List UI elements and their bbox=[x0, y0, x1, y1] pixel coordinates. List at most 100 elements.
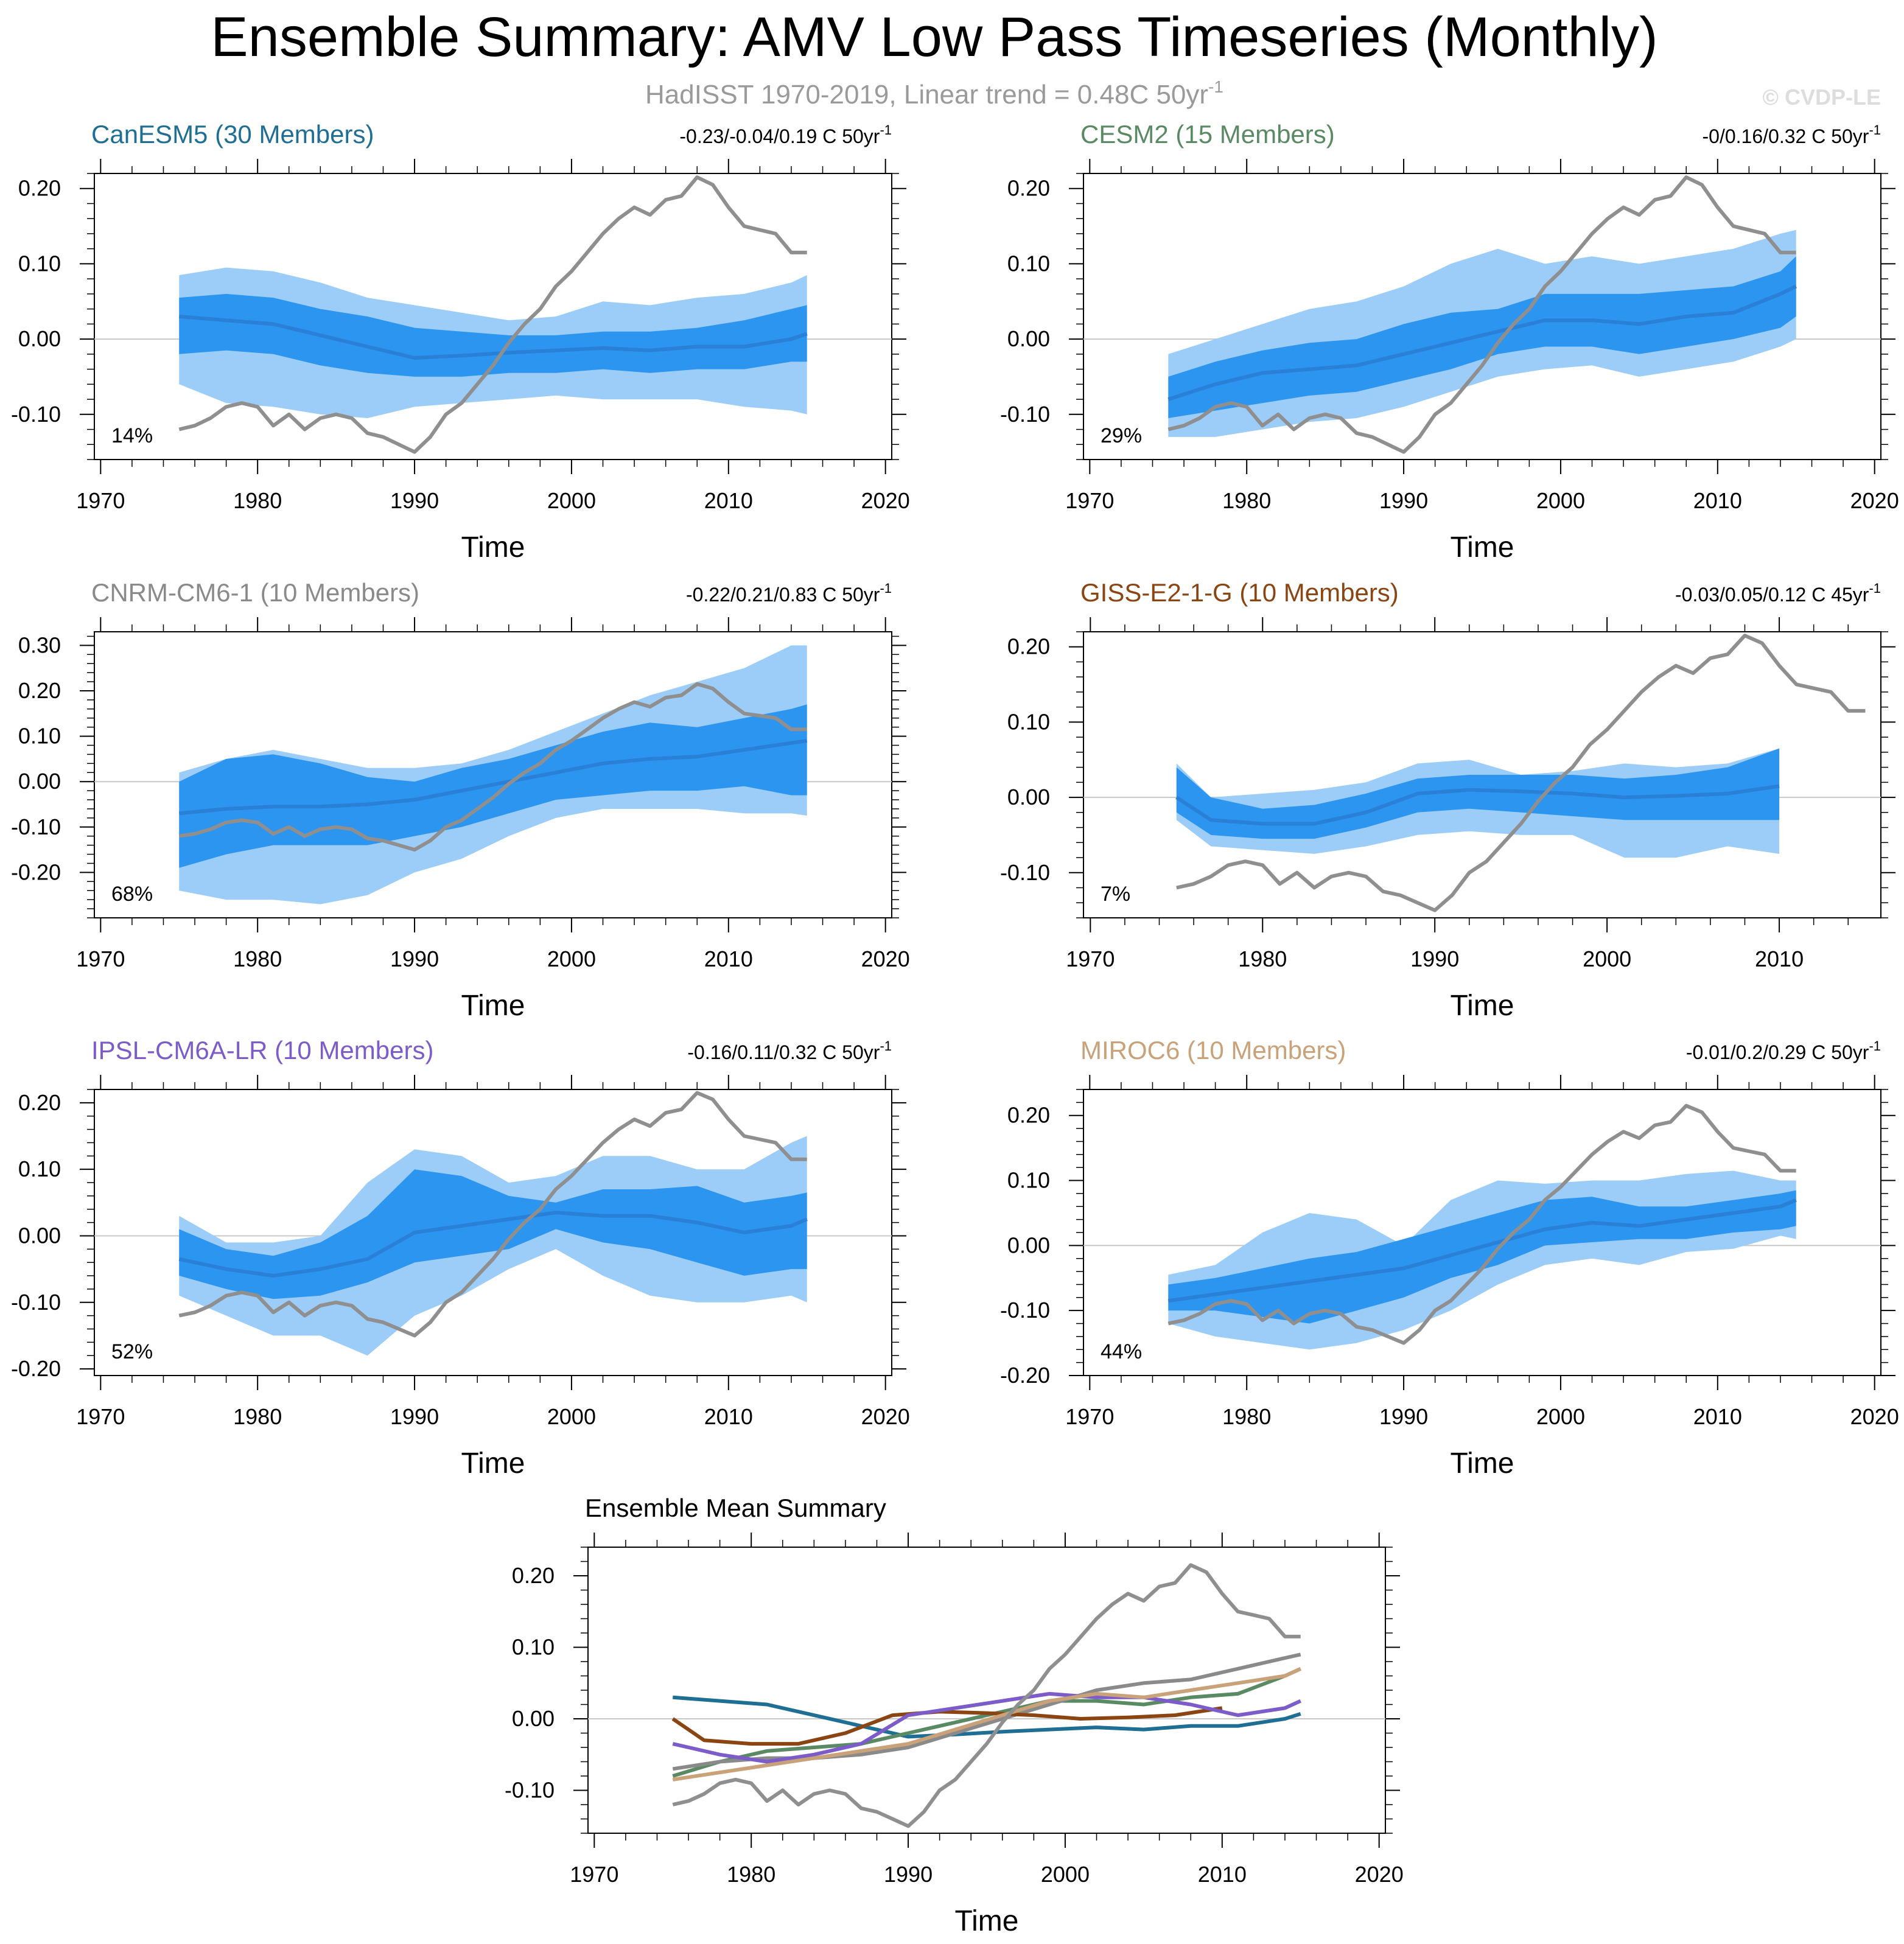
trend-annotation: -0.01/0.2/0.29 C 50yr-1 bbox=[1686, 1038, 1881, 1063]
x-tick-label: 1990 bbox=[1379, 1404, 1428, 1429]
trend-annotation: -0.23/-0.04/0.19 C 50yr-1 bbox=[679, 122, 892, 147]
y-tick-label: 0.00 bbox=[1007, 785, 1050, 809]
y-tick-label: 0.10 bbox=[18, 724, 61, 749]
ensemble-mean-line bbox=[179, 739, 808, 816]
x-tick-label: 2020 bbox=[861, 1404, 910, 1429]
observations-line bbox=[1167, 1103, 1796, 1345]
trend-annotation: -0.16/0.11/0.32 C 50yr-1 bbox=[687, 1038, 892, 1063]
x-tick-label: 1970 bbox=[76, 1404, 125, 1429]
x-tick-label: 1980 bbox=[233, 1404, 282, 1429]
x-tick-label: 1980 bbox=[1222, 1404, 1271, 1429]
inner-spread-band bbox=[1176, 748, 1780, 839]
x-tick-label: 1970 bbox=[570, 1862, 618, 1887]
y-tick-label: -0.10 bbox=[11, 1290, 61, 1315]
x-tick-label: 2000 bbox=[547, 1404, 596, 1429]
panel-title: CESM2 (15 Members) bbox=[1080, 120, 1335, 149]
y-tick-label: -0.10 bbox=[1000, 1298, 1050, 1323]
panel-title: MIROC6 (10 Members) bbox=[1080, 1036, 1346, 1065]
x-tick-label: 1990 bbox=[884, 1862, 933, 1887]
x-tick-label: 1970 bbox=[1065, 488, 1114, 513]
x-axis-label: Time bbox=[461, 531, 525, 564]
panel-cnrm-cm6-1: 1970 1980 1990 2000 2010 2020 -0.20 -0.10 0.00 0.… bbox=[11, 578, 910, 1022]
trend-text: -0.01/0.2/0.29 C 50yr bbox=[1686, 1041, 1869, 1063]
x-tick-label: 1980 bbox=[727, 1862, 775, 1887]
y-tick-label: -0.20 bbox=[11, 859, 61, 884]
figure-subtitle: HadISST 1970-2019, Linear trend = 0.48C … bbox=[645, 77, 1223, 110]
observations-line bbox=[178, 175, 807, 454]
y-tick-label: 0.30 bbox=[18, 632, 61, 657]
y-tick-label: 0.20 bbox=[1007, 634, 1050, 659]
inner-spread-band bbox=[1168, 256, 1796, 418]
x-tick-label: 2020 bbox=[861, 488, 910, 513]
ensemble-mean-line bbox=[1175, 784, 1780, 826]
x-tick-label: 2000 bbox=[547, 946, 596, 971]
x-axis-label: Time bbox=[461, 990, 525, 1022]
y-tick-label: 0.00 bbox=[1007, 1232, 1050, 1257]
x-tick-label: 2020 bbox=[1850, 1404, 1899, 1429]
x-axis-label: Time bbox=[1451, 531, 1514, 564]
y-tick-label: -0.10 bbox=[505, 1778, 555, 1803]
panel-miroc6: 1970 1980 1990 2000 2010 2020 -0.20 -0.10 0.00 0.… bbox=[1000, 1036, 1899, 1480]
panel-cesm2: 1970 1980 1990 2000 2010 2020 -0.10 0.00 0.10 0.2… bbox=[1000, 120, 1899, 564]
inner-spread-band bbox=[179, 293, 807, 377]
x-tick-label: 2020 bbox=[861, 946, 910, 971]
percent-label: 68% bbox=[111, 883, 153, 906]
plot-frame bbox=[94, 631, 892, 918]
x-tick-label: 1970 bbox=[1065, 1404, 1114, 1429]
inner-spread-band bbox=[1168, 1190, 1796, 1324]
panel-title: Ensemble Mean Summary bbox=[585, 1494, 886, 1522]
trend-text: -0.03/0.05/0.12 C 45yr bbox=[1675, 584, 1869, 606]
percent-label: 44% bbox=[1101, 1340, 1142, 1363]
y-tick-label: 0.00 bbox=[18, 326, 61, 351]
x-tick-label: 1970 bbox=[76, 488, 125, 513]
x-tick-label: 2010 bbox=[1198, 1862, 1247, 1887]
y-tick-label: 0.00 bbox=[512, 1706, 555, 1731]
trend-superscript: -1 bbox=[1869, 1038, 1881, 1054]
y-tick-label: -0.10 bbox=[1000, 402, 1050, 427]
y-tick-label: 0.10 bbox=[1007, 1168, 1050, 1193]
x-tick-label: 1990 bbox=[1410, 946, 1459, 971]
panel-ensemble-mean-summary: 1970 1980 1990 2000 2010 2020 -0.10 0.00 0.10 0.2… bbox=[505, 1494, 1404, 1937]
observations-line bbox=[672, 1563, 1301, 1828]
ensemble-mean-line bbox=[1167, 1198, 1797, 1303]
plot-frame bbox=[94, 173, 892, 460]
y-tick-label: 0.10 bbox=[1007, 251, 1050, 276]
observations-line bbox=[178, 1091, 807, 1338]
series-line-ipsl-cm6a-lr bbox=[672, 1691, 1301, 1764]
trend-superscript: -1 bbox=[880, 581, 892, 596]
observations-line bbox=[1176, 634, 1866, 912]
y-tick-label: -0.10 bbox=[1000, 860, 1050, 885]
y-tick-label: -0.10 bbox=[11, 402, 61, 427]
trend-annotation: -0/0.16/0.32 C 50yr-1 bbox=[1703, 122, 1881, 147]
y-tick-label: 0.00 bbox=[18, 1223, 61, 1248]
y-tick-label: -0.20 bbox=[1000, 1363, 1050, 1388]
panel-giss-e2-1-g: 1970 1980 1990 2000 2010 -0.10 0.00 0.10 0.20 GIS… bbox=[1000, 578, 1895, 1022]
x-tick-label: 2010 bbox=[704, 488, 753, 513]
series-line-miroc6 bbox=[672, 1667, 1301, 1781]
x-tick-label: 2010 bbox=[704, 1404, 753, 1429]
ensemble-mean-line bbox=[178, 1211, 808, 1278]
x-tick-label: 2000 bbox=[547, 488, 596, 513]
plot-frame bbox=[1083, 631, 1881, 918]
plot-frame bbox=[1083, 173, 1881, 460]
series-line-cesm2 bbox=[672, 1667, 1301, 1778]
figure-title: Ensemble Summary: AMV Low Pass Timeserie… bbox=[211, 6, 1657, 68]
x-tick-label: 2000 bbox=[1041, 1862, 1090, 1887]
ensemble-mean-line bbox=[179, 315, 808, 360]
panel-title: CanESM5 (30 Members) bbox=[91, 120, 374, 149]
x-tick-label: 1970 bbox=[1066, 946, 1115, 971]
x-axis-label: Time bbox=[1451, 1447, 1514, 1480]
trend-superscript: -1 bbox=[880, 1038, 892, 1054]
y-tick-label: 0.10 bbox=[512, 1635, 555, 1660]
x-tick-label: 1980 bbox=[233, 946, 282, 971]
trend-text: -0/0.16/0.32 C 50yr bbox=[1703, 125, 1869, 147]
trend-annotation: -0.03/0.05/0.12 C 45yr-1 bbox=[1675, 581, 1881, 606]
y-tick-label: 0.20 bbox=[18, 176, 61, 201]
x-tick-label: 1980 bbox=[233, 488, 282, 513]
trend-annotation: -0.22/0.21/0.83 C 50yr-1 bbox=[686, 581, 892, 606]
x-tick-label: 2020 bbox=[1355, 1862, 1404, 1887]
x-tick-label: 2010 bbox=[1755, 946, 1804, 971]
percent-label: 14% bbox=[111, 424, 153, 447]
x-tick-label: 1990 bbox=[1379, 488, 1428, 513]
